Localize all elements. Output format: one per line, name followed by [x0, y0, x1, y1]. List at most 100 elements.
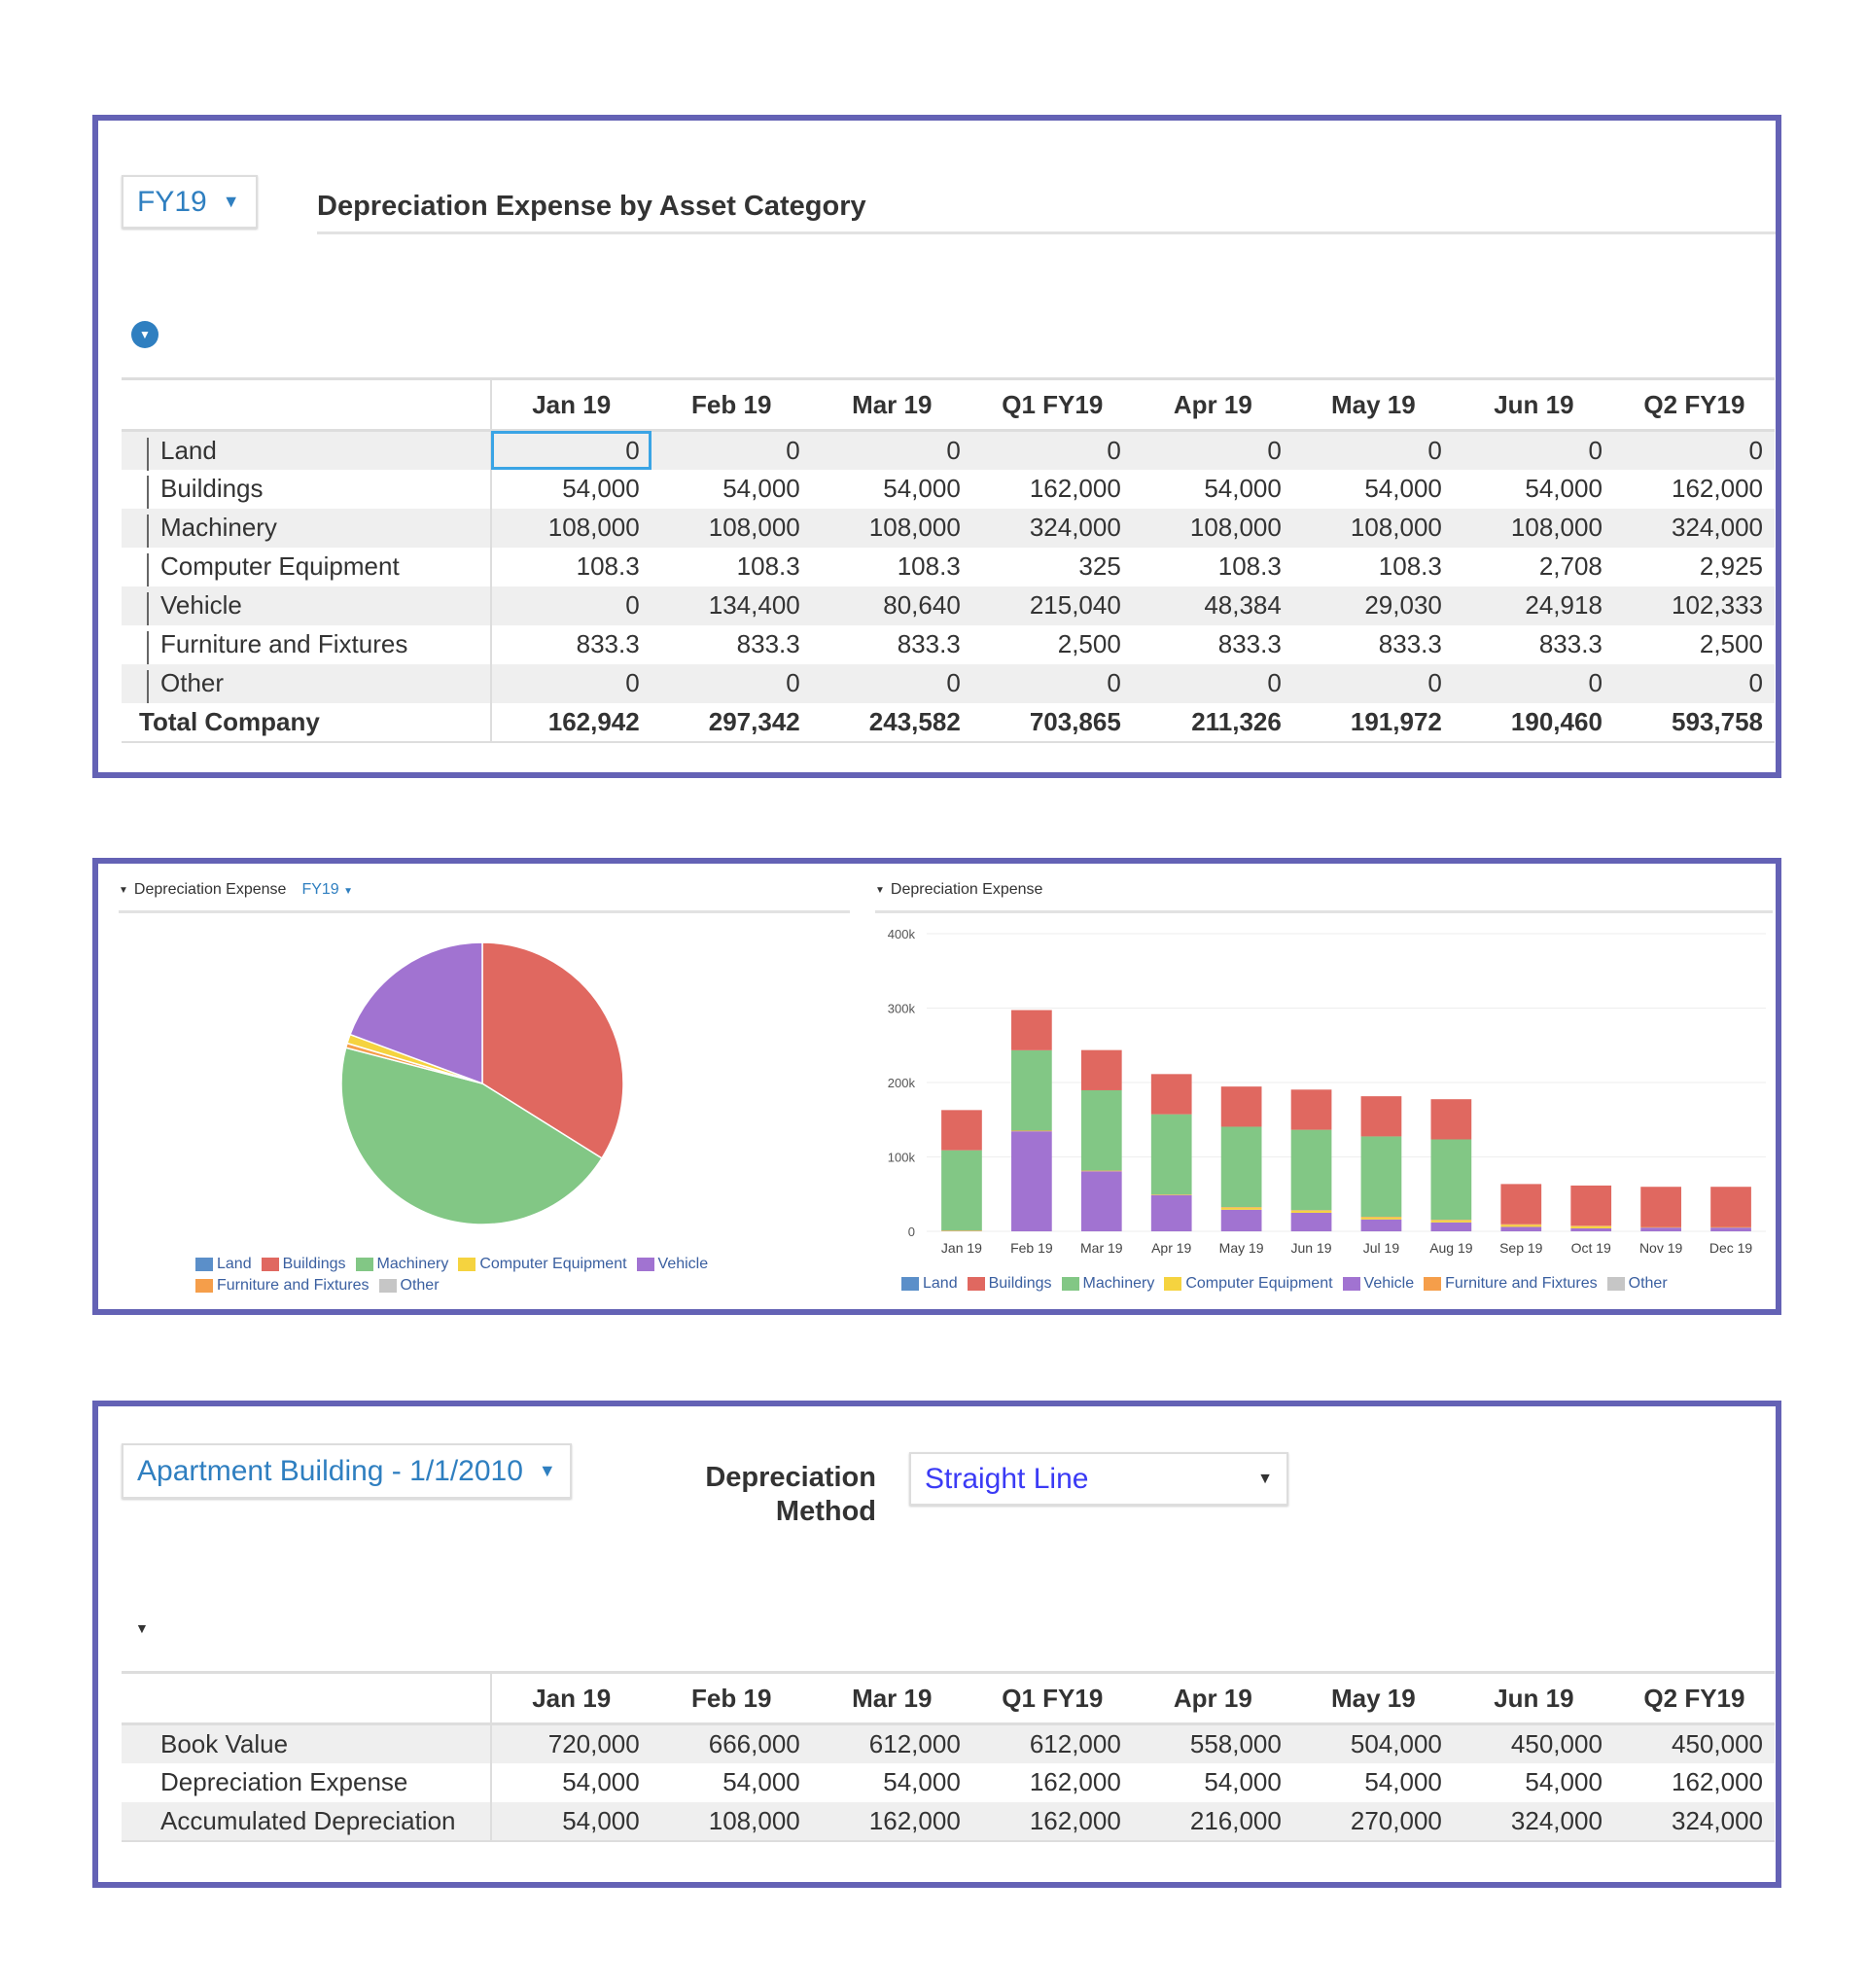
bar-segment-vehicle[interactable] [1430, 1222, 1472, 1231]
value-cell[interactable]: 190,460 [1453, 702, 1614, 743]
value-cell[interactable]: 612,000 [971, 1723, 1133, 1763]
value-cell[interactable]: 211,326 [1132, 702, 1293, 743]
value-cell[interactable]: 0 [651, 663, 812, 703]
column-header[interactable]: Apr 19 [1132, 1672, 1293, 1725]
bar-segment-vehicle[interactable] [1150, 1194, 1192, 1231]
value-cell[interactable]: 48,384 [1132, 586, 1293, 625]
value-cell[interactable]: 162,000 [971, 1801, 1133, 1842]
bar-segment-computer-equipment[interactable] [1570, 1225, 1612, 1228]
bar-segment-furniture-and-fixtures[interactable] [1430, 1220, 1472, 1221]
value-cell[interactable]: 108.3 [736, 551, 800, 581]
pie-period-dropdown[interactable]: FY19 ▼ [301, 881, 353, 899]
bar-segment-furniture-and-fixtures[interactable] [1080, 1170, 1122, 1172]
row-label-cell[interactable]: Vehicle [122, 586, 492, 625]
bar-segment-machinery[interactable] [1430, 1139, 1472, 1221]
value-cell[interactable]: 54,000 [1204, 474, 1282, 503]
pie-slice-buildings[interactable] [481, 941, 624, 1159]
bar-segment-buildings[interactable] [1710, 1187, 1751, 1227]
legend-item[interactable]: Other [378, 1277, 440, 1295]
value-cell[interactable]: 108.3 [576, 551, 640, 581]
column-header[interactable]: Mar 19 [811, 378, 972, 432]
bar-segment-vehicle[interactable] [1570, 1227, 1612, 1231]
legend-item[interactable]: Land [195, 1256, 252, 1273]
bar-segment-furniture-and-fixtures[interactable] [1360, 1217, 1402, 1218]
value-cell[interactable]: 0 [490, 586, 652, 625]
row-label-cell[interactable]: Other [122, 663, 492, 703]
value-cell[interactable]: 54,000 [562, 1767, 640, 1796]
value-cell[interactable]: 108,000 [490, 508, 652, 548]
column-header[interactable]: Q2 FY19 [1613, 1672, 1775, 1725]
value-cell[interactable]: 29,030 [1292, 586, 1454, 625]
value-cell[interactable]: 108,000 [1453, 508, 1614, 548]
value-cell[interactable]: 2,708 [1538, 551, 1603, 581]
value-cell[interactable]: 2,500 [1057, 629, 1121, 658]
bar-segment-furniture-and-fixtures[interactable] [1640, 1226, 1681, 1228]
value-cell[interactable]: 450,000 [1613, 1723, 1775, 1763]
legend-item[interactable]: Machinery [1061, 1275, 1154, 1293]
legend-item[interactable]: Furniture and Fixtures [195, 1277, 370, 1295]
bar-segment-furniture-and-fixtures[interactable] [1150, 1194, 1192, 1195]
legend-item[interactable]: Computer Equipment [1164, 1275, 1333, 1293]
value-cell[interactable]: 325 [1078, 551, 1121, 581]
row-label-cell[interactable]: Book Value [122, 1723, 492, 1763]
legend-item[interactable]: Vehicle [636, 1256, 708, 1273]
bar-segment-buildings[interactable] [1570, 1185, 1612, 1226]
value-cell[interactable]: 2,500 [1699, 629, 1763, 658]
asset-dropdown[interactable]: Apartment Building - 1/1/2010 ▼ [122, 1443, 572, 1499]
value-cell[interactable]: 108,000 [811, 508, 972, 548]
collapse-icon[interactable]: ▼ [119, 884, 128, 896]
bar-segment-vehicle[interactable] [1290, 1212, 1332, 1231]
value-cell[interactable]: 54,000 [1364, 1767, 1442, 1796]
period-dropdown[interactable]: FY19 ▼ [122, 175, 258, 229]
legend-item[interactable]: Buildings [261, 1256, 346, 1273]
row-label-cell[interactable]: Accumulated Depreciation [122, 1801, 492, 1842]
value-cell[interactable]: 833.3 [1217, 629, 1282, 658]
value-cell[interactable]: 2,925 [1699, 551, 1763, 581]
value-cell[interactable]: 54,000 [490, 1801, 652, 1842]
row-label-cell[interactable]: Total Company [122, 702, 492, 743]
value-cell[interactable]: 54,000 [1364, 474, 1442, 503]
legend-item[interactable]: Vehicle [1342, 1275, 1414, 1293]
value-cell[interactable]: 270,000 [1292, 1801, 1454, 1842]
column-header[interactable]: May 19 [1292, 1672, 1454, 1725]
value-cell[interactable]: 612,000 [811, 1723, 972, 1763]
bar-segment-buildings[interactable] [1290, 1089, 1332, 1130]
value-cell[interactable]: 216,000 [1132, 1801, 1293, 1842]
value-cell[interactable]: 54,000 [1525, 474, 1603, 503]
value-cell[interactable]: 108.3 [1378, 551, 1442, 581]
collapse-toggle-icon[interactable]: ▼ [131, 321, 159, 348]
value-cell[interactable]: 54,000 [722, 1767, 800, 1796]
value-cell[interactable]: 162,000 [1672, 1767, 1763, 1796]
bar-segment-machinery[interactable] [1150, 1114, 1192, 1195]
value-cell[interactable]: 0 [1132, 430, 1293, 470]
bar-segment-computer-equipment[interactable] [1500, 1225, 1542, 1227]
bar-segment-vehicle[interactable] [1080, 1171, 1122, 1231]
bar-segment-buildings[interactable] [1430, 1099, 1472, 1140]
value-cell[interactable]: 450,000 [1453, 1723, 1614, 1763]
column-header[interactable]: Jan 19 [490, 378, 652, 432]
bar-segment-machinery[interactable] [1290, 1129, 1332, 1211]
value-cell[interactable]: 54,000 [883, 474, 961, 503]
column-header[interactable]: Mar 19 [811, 1672, 972, 1725]
bar-segment-vehicle[interactable] [1500, 1226, 1542, 1231]
column-header[interactable]: Q2 FY19 [1613, 378, 1775, 432]
bar-segment-computer-equipment[interactable] [1220, 1207, 1262, 1210]
bar-segment-machinery[interactable] [1080, 1089, 1122, 1171]
value-cell[interactable]: 833.3 [736, 629, 800, 658]
value-cell[interactable]: 0 [1613, 430, 1775, 470]
collapse-icon[interactable]: ▼ [875, 884, 885, 896]
row-label-cell[interactable]: Machinery [122, 508, 492, 548]
legend-item[interactable]: Furniture and Fixtures [1424, 1275, 1598, 1293]
value-cell[interactable]: 0 [1613, 663, 1775, 703]
value-cell[interactable]: 80,640 [811, 586, 972, 625]
value-cell[interactable]: 0 [811, 430, 972, 470]
bar-segment-furniture-and-fixtures[interactable] [1570, 1225, 1612, 1226]
value-cell[interactable]: 162,000 [1672, 474, 1763, 503]
value-cell[interactable]: 54,000 [1204, 1767, 1282, 1796]
row-label-cell[interactable]: Furniture and Fixtures [122, 624, 492, 664]
value-cell[interactable]: 108.3 [1217, 551, 1282, 581]
value-cell[interactable]: 162,000 [1029, 1767, 1121, 1796]
value-cell[interactable]: 833.3 [1378, 629, 1442, 658]
bar-segment-buildings[interactable] [1080, 1049, 1122, 1090]
value-cell[interactable]: 108,000 [651, 1801, 812, 1842]
